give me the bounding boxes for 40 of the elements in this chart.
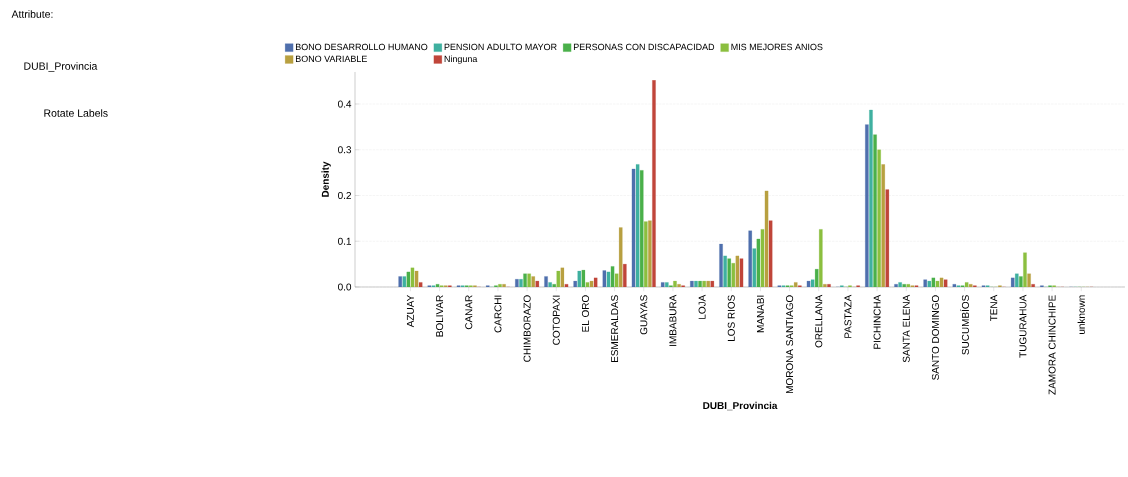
x-tick-label: CARCHI [494,295,502,333]
x-tick-label: BOLIVAR [436,295,444,337]
text: DUBI_Provincia [24,62,98,72]
legend-label: PERSONAS CON DISCAPACIDAD [573,43,715,51]
x-tick-label: MORONA SANTIAGO [786,295,794,394]
x-tick-label: ESMERALDAS [611,295,619,363]
x-tick-label: AZUAY [406,294,414,328]
legend-label: PENSION ADULTO MAYOR [444,43,557,51]
x-tick-label: LOJA [698,294,706,319]
y-tick-label: 0.3 [338,146,352,154]
text: Attribute: [11,10,53,18]
x-tick-label: IMBABURA [669,294,677,346]
x-tick-label: CANAR [465,295,473,330]
x-axis-title: DUBI_Provincia [703,401,778,411]
x-tick-label: CHIMBORAZO [523,295,531,362]
x-tick-label: SUCUMBÍOS [960,295,969,355]
x-tick-label: TUGURAHUA [1019,294,1027,358]
y-tick-label: 0.0 [338,283,352,291]
x-tick-label: unknown [1077,295,1085,334]
y-axis-title: Density [321,161,331,197]
x-tick-label: PASTAZA [844,294,852,338]
legend-label: BONO DESARROLLO HUMANO [295,43,428,51]
legend-label: Ninguna [444,55,478,64]
text: Rotate Labels [44,109,108,117]
y-tick-label: 0.4 [338,100,352,108]
x-tick-label: SANTO DOMINGO [931,295,939,380]
legend-label: MIS MEJORES ANIOS [731,43,823,51]
x-tick-label: PICHINCHA [873,294,881,349]
x-tick-label: SANTA ELENA [902,294,910,363]
x-tick-label: ORELLANA [815,294,823,348]
y-tick-label: 0.1 [338,237,352,245]
x-tick-label: MANABI [756,295,764,333]
y-tick-label: 0.2 [338,191,351,200]
legend-label: BONO VARIABLE [295,55,367,62]
x-tick-label: COTOPAXI [552,295,560,345]
x-tick-label: LOS RIOS [727,295,735,342]
x-tick-label: EL ORO [581,295,589,332]
x-tick-label: GUAYAS [640,295,648,335]
x-tick-label: ZAMORA CHINCHIPE [1048,295,1056,395]
x-tick-label: TENA [990,294,998,322]
